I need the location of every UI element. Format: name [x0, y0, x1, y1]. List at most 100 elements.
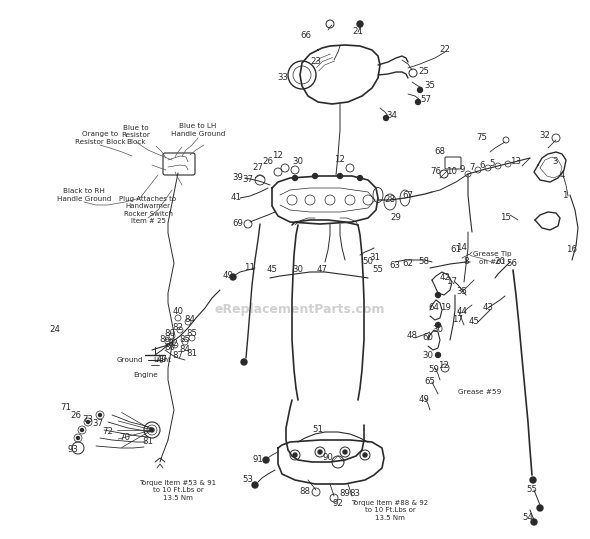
Text: 65: 65	[424, 377, 435, 386]
Text: 75: 75	[477, 134, 487, 142]
Text: 80: 80	[165, 343, 175, 353]
Text: 56: 56	[506, 259, 517, 268]
Text: 89: 89	[340, 489, 350, 499]
Text: Torque Item #88 & 92
to 10 Ft.Lbs or
13.5 Nm: Torque Item #88 & 92 to 10 Ft.Lbs or 13.…	[352, 500, 428, 521]
Text: 25: 25	[418, 67, 430, 77]
Text: Engine: Engine	[133, 372, 158, 378]
Text: 71: 71	[61, 404, 71, 412]
Circle shape	[293, 453, 297, 457]
Text: 80: 80	[165, 329, 175, 338]
Text: Ground: Ground	[117, 357, 143, 363]
Text: 15: 15	[500, 213, 512, 223]
Text: 64: 64	[428, 303, 440, 313]
Text: 55: 55	[526, 486, 537, 494]
Text: 68: 68	[434, 148, 445, 156]
Text: 23: 23	[310, 58, 322, 66]
Text: 61: 61	[451, 245, 461, 254]
Circle shape	[531, 519, 537, 525]
Text: 3: 3	[552, 157, 558, 167]
Text: 42: 42	[440, 273, 451, 282]
Text: 48: 48	[407, 331, 418, 341]
Circle shape	[318, 450, 322, 454]
Text: 85: 85	[186, 328, 198, 337]
Text: 35: 35	[424, 80, 435, 89]
Text: 85: 85	[179, 335, 191, 344]
Text: 19: 19	[440, 303, 450, 313]
Circle shape	[418, 87, 422, 93]
Text: 69: 69	[232, 219, 244, 229]
Circle shape	[80, 429, 84, 432]
Text: 37: 37	[93, 419, 103, 429]
Text: 7: 7	[469, 163, 475, 172]
Text: 91: 91	[253, 455, 264, 465]
Text: 49: 49	[156, 356, 168, 364]
Text: 6: 6	[479, 162, 485, 170]
Circle shape	[293, 176, 297, 181]
Circle shape	[530, 477, 536, 483]
Text: 44: 44	[457, 308, 467, 316]
Circle shape	[77, 437, 80, 439]
Text: 28: 28	[385, 196, 395, 204]
Text: 14: 14	[457, 244, 467, 252]
Circle shape	[435, 322, 441, 328]
Text: 35: 35	[457, 287, 467, 296]
Text: 93: 93	[68, 446, 78, 454]
Text: 73: 73	[83, 416, 93, 425]
Text: 4: 4	[559, 170, 565, 179]
Text: 5: 5	[489, 160, 495, 169]
Text: 63: 63	[389, 260, 401, 270]
Text: 49: 49	[418, 396, 430, 404]
Text: 20: 20	[494, 258, 506, 266]
Text: Torque Item #53 & 91
to 10 Ft.Lbs or
13.5 Nm: Torque Item #53 & 91 to 10 Ft.Lbs or 13.…	[139, 480, 217, 501]
Circle shape	[252, 482, 258, 488]
Text: 37: 37	[242, 176, 254, 184]
Text: 30: 30	[293, 157, 303, 167]
Text: Light: Light	[153, 357, 171, 363]
Text: 54: 54	[523, 514, 533, 522]
Text: 17: 17	[447, 278, 457, 287]
Text: 31: 31	[369, 253, 381, 262]
Circle shape	[87, 420, 90, 424]
Text: 84: 84	[185, 315, 195, 324]
Text: Grease #59: Grease #59	[458, 389, 502, 395]
Text: 67: 67	[402, 191, 414, 201]
Text: 88: 88	[300, 487, 310, 496]
Text: 13: 13	[510, 157, 522, 167]
Circle shape	[263, 457, 269, 463]
Text: 62: 62	[402, 259, 414, 268]
Text: 76: 76	[431, 168, 441, 176]
Text: 82: 82	[168, 338, 179, 348]
Text: 82: 82	[172, 323, 183, 333]
Text: 72: 72	[103, 427, 113, 437]
Text: 30: 30	[422, 350, 434, 360]
Text: Plug Attaches to
Handwarmer
Rocker Switch
Item # 25: Plug Attaches to Handwarmer Rocker Switc…	[119, 196, 176, 224]
Text: 24: 24	[50, 326, 61, 335]
Text: Blue to LH
Handle Ground: Blue to LH Handle Ground	[171, 123, 225, 137]
Circle shape	[313, 174, 317, 178]
Text: 12: 12	[273, 150, 284, 160]
Text: Blue to
Resistor
Block: Blue to Resistor Block	[122, 125, 150, 146]
Text: 86: 86	[159, 335, 171, 344]
Circle shape	[358, 176, 362, 181]
Text: 83: 83	[349, 489, 360, 499]
Text: 53: 53	[242, 475, 254, 485]
Text: 33: 33	[277, 73, 289, 82]
Text: 39: 39	[232, 174, 244, 183]
Circle shape	[150, 428, 154, 432]
Text: 59: 59	[428, 365, 440, 375]
Text: 58: 58	[418, 258, 430, 266]
Text: 26: 26	[70, 411, 81, 420]
Text: 51: 51	[313, 425, 323, 434]
Circle shape	[99, 413, 101, 417]
Text: 16: 16	[566, 245, 578, 254]
Circle shape	[537, 505, 543, 511]
Circle shape	[384, 115, 388, 121]
Text: 26: 26	[263, 157, 274, 167]
Text: 81: 81	[143, 438, 153, 446]
Circle shape	[343, 450, 347, 454]
Circle shape	[363, 453, 367, 457]
Text: 43: 43	[483, 303, 493, 313]
Text: 81: 81	[186, 349, 198, 358]
Circle shape	[230, 274, 236, 280]
Text: 12: 12	[335, 155, 346, 164]
